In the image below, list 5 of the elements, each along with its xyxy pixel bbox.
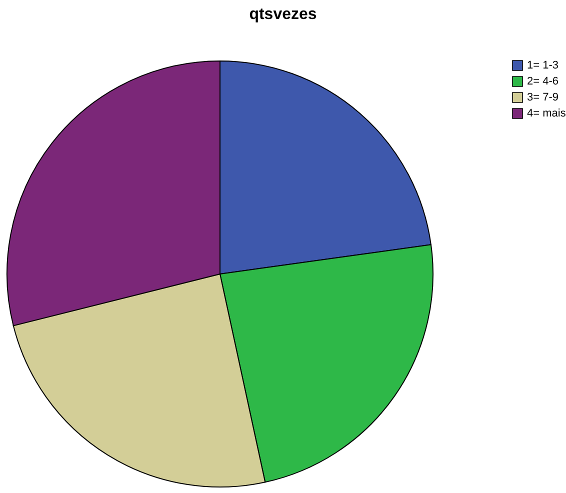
legend-label: 3= 7-9 [527, 92, 558, 104]
chart-title: qtsvezes [249, 6, 317, 23]
legend-label: 4= mais [527, 108, 566, 120]
legend-label: 2= 4-6 [527, 76, 558, 88]
legend-label: 1= 1-3 [527, 60, 558, 72]
